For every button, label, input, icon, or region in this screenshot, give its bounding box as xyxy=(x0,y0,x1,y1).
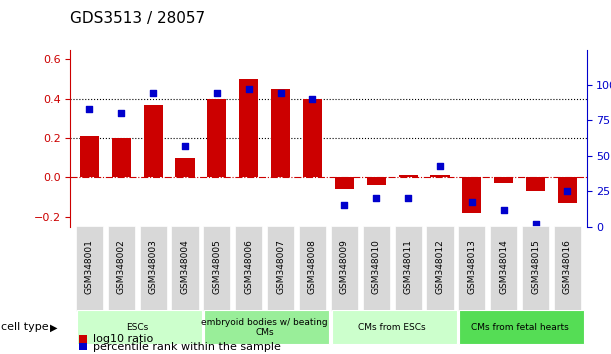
Text: log10 ratio: log10 ratio xyxy=(93,335,153,344)
FancyBboxPatch shape xyxy=(554,225,581,311)
Text: GSM348010: GSM348010 xyxy=(371,239,381,294)
Point xyxy=(435,163,445,169)
Bar xyxy=(175,158,194,177)
Text: ESCs: ESCs xyxy=(126,323,148,332)
Point xyxy=(563,188,573,194)
Point xyxy=(180,143,190,149)
FancyBboxPatch shape xyxy=(203,225,230,311)
Text: GSM348013: GSM348013 xyxy=(467,239,477,294)
FancyBboxPatch shape xyxy=(458,225,485,311)
Bar xyxy=(335,177,354,189)
Text: CMs from fetal hearts: CMs from fetal hearts xyxy=(470,323,568,332)
Point xyxy=(84,106,94,112)
Bar xyxy=(239,79,258,177)
Text: GSM348016: GSM348016 xyxy=(563,239,572,294)
FancyBboxPatch shape xyxy=(108,225,135,311)
Text: cell type: cell type xyxy=(1,322,48,332)
FancyBboxPatch shape xyxy=(395,225,422,311)
Point xyxy=(116,110,126,116)
FancyBboxPatch shape xyxy=(522,225,549,311)
Point xyxy=(531,221,541,227)
Bar xyxy=(494,177,513,183)
Text: GSM348005: GSM348005 xyxy=(213,239,221,294)
Point xyxy=(499,207,508,212)
Point xyxy=(467,200,477,205)
Bar xyxy=(207,99,227,177)
FancyBboxPatch shape xyxy=(332,310,456,344)
Text: GSM348002: GSM348002 xyxy=(117,239,126,294)
Bar xyxy=(463,177,481,213)
FancyBboxPatch shape xyxy=(426,225,453,311)
Text: ▶: ▶ xyxy=(50,322,57,332)
FancyBboxPatch shape xyxy=(76,310,202,344)
FancyBboxPatch shape xyxy=(299,225,326,311)
FancyBboxPatch shape xyxy=(331,225,358,311)
Bar xyxy=(398,176,418,177)
Text: GSM348012: GSM348012 xyxy=(436,239,444,294)
Text: GSM348006: GSM348006 xyxy=(244,239,253,294)
Bar xyxy=(303,99,322,177)
Point xyxy=(403,195,413,201)
Point xyxy=(212,91,222,96)
FancyBboxPatch shape xyxy=(76,225,103,311)
Text: GDS3513 / 28057: GDS3513 / 28057 xyxy=(70,11,205,25)
Point xyxy=(148,91,158,96)
Text: GSM348004: GSM348004 xyxy=(180,239,189,294)
Text: GSM348008: GSM348008 xyxy=(308,239,317,294)
Text: embryoid bodies w/ beating
CMs: embryoid bodies w/ beating CMs xyxy=(202,318,328,337)
Point xyxy=(276,91,285,96)
Bar xyxy=(367,177,386,185)
Bar xyxy=(80,136,99,177)
FancyBboxPatch shape xyxy=(204,310,329,344)
Text: GSM348007: GSM348007 xyxy=(276,239,285,294)
Text: GSM348011: GSM348011 xyxy=(404,239,412,294)
Bar xyxy=(112,138,131,177)
Bar xyxy=(144,105,163,177)
Text: percentile rank within the sample: percentile rank within the sample xyxy=(93,342,280,352)
Text: GSM348014: GSM348014 xyxy=(499,239,508,294)
Point xyxy=(340,202,349,208)
FancyBboxPatch shape xyxy=(172,225,199,311)
FancyBboxPatch shape xyxy=(267,225,294,311)
FancyBboxPatch shape xyxy=(459,310,584,344)
FancyBboxPatch shape xyxy=(235,225,262,311)
Text: GSM348009: GSM348009 xyxy=(340,239,349,294)
Bar xyxy=(430,176,450,177)
Text: GSM348001: GSM348001 xyxy=(85,239,94,294)
Bar xyxy=(271,89,290,177)
Text: GSM348003: GSM348003 xyxy=(148,239,158,294)
Bar xyxy=(558,177,577,203)
Point xyxy=(371,195,381,201)
Point xyxy=(244,86,254,92)
FancyBboxPatch shape xyxy=(363,225,390,311)
FancyBboxPatch shape xyxy=(490,225,518,311)
Point xyxy=(307,96,317,102)
FancyBboxPatch shape xyxy=(139,225,167,311)
Text: CMs from ESCs: CMs from ESCs xyxy=(358,323,426,332)
Text: GSM348015: GSM348015 xyxy=(531,239,540,294)
Bar xyxy=(526,177,545,191)
